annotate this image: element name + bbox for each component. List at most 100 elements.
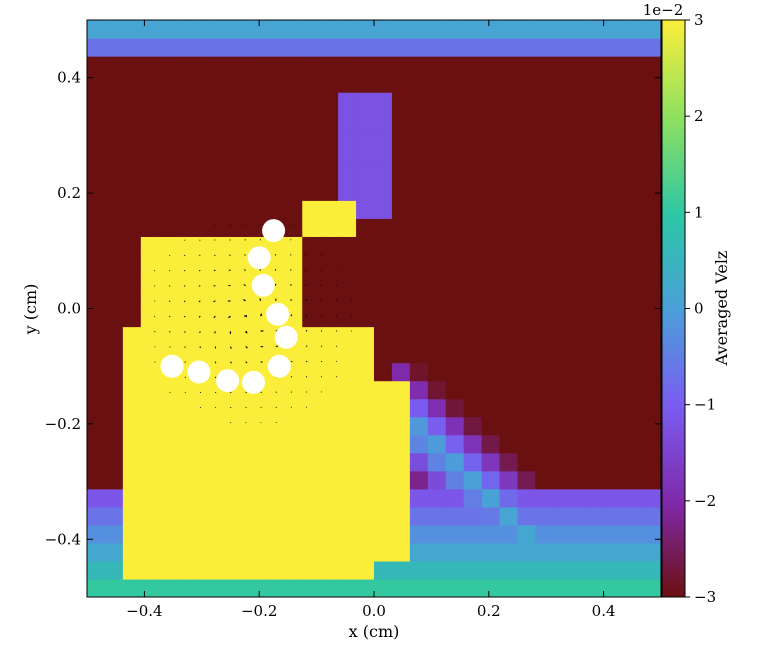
heatmap-cell [625, 452, 644, 472]
heatmap-cell [212, 506, 232, 526]
heatmap-cell [356, 380, 375, 400]
heatmap-cell [589, 416, 608, 436]
heatmap-cell [158, 524, 178, 544]
heatmap-cell [212, 92, 232, 111]
heatmap-cell [391, 146, 411, 165]
heatmap-cell [87, 146, 106, 165]
heatmap-cell [176, 200, 196, 219]
heatmap-cell [356, 506, 375, 526]
heatmap-cell [302, 362, 321, 382]
heatmap-cell [266, 92, 285, 111]
heatmap-cell [374, 38, 393, 57]
heatmap-cell [607, 452, 626, 472]
heatmap-cell [463, 434, 483, 454]
heatmap-cell [104, 146, 124, 165]
heatmap-cell [104, 452, 124, 472]
heatmap-cell [320, 128, 339, 147]
heatmap-cell [553, 200, 572, 219]
heatmap-cell [517, 398, 537, 418]
heatmap-cell [302, 254, 321, 274]
heatmap-cell [266, 182, 285, 201]
heatmap-cell [338, 398, 357, 418]
heatmap-cell [140, 434, 160, 454]
heatmap-cell [499, 524, 519, 544]
heatmap-cell [212, 308, 232, 328]
quiver-arrow [244, 239, 246, 241]
heatmap-cell [607, 272, 626, 292]
heatmap-cell [427, 380, 447, 400]
heatmap-cell [589, 452, 608, 472]
heatmap-cell [104, 200, 124, 219]
heatmap-cell [230, 326, 250, 346]
y-tick-label: 0.4 [57, 69, 81, 87]
quiver-arrow-head [243, 299, 246, 302]
heatmap-cell [553, 92, 572, 111]
heatmap-cell [571, 578, 590, 597]
heatmap-cell [140, 74, 160, 93]
heatmap-cell [176, 308, 196, 328]
heatmap-cell [607, 20, 626, 39]
heatmap-cell [427, 578, 447, 597]
heatmap-cell [481, 578, 501, 597]
heatmap-cell [158, 74, 178, 93]
heatmap-cell [553, 452, 572, 472]
heatmap-cell [158, 218, 178, 237]
heatmap-cell [463, 362, 483, 382]
heatmap-cell [320, 218, 339, 237]
heatmap-cell [499, 92, 519, 111]
heatmap-cell [338, 236, 357, 256]
heatmap-cell [356, 326, 375, 346]
heatmap-cell [589, 128, 608, 147]
heatmap-cell [607, 164, 626, 183]
x-tick-label: 0.4 [592, 602, 616, 620]
quiver-arrow-head [230, 347, 232, 349]
quiver-arrow [184, 331, 186, 333]
heatmap-cell [535, 200, 554, 219]
heatmap-cell [625, 164, 644, 183]
heatmap-cell [374, 254, 393, 274]
quiver-arrow [183, 300, 186, 303]
heatmap-cell [499, 56, 519, 75]
heatmap-cell [194, 128, 214, 147]
x-axis-label: x (cm) [349, 622, 400, 641]
heatmap-cell [571, 236, 590, 256]
heatmap-cell [338, 578, 357, 597]
heatmap-cell [266, 452, 285, 472]
heatmap-cell [230, 56, 250, 75]
heatmap-cell [338, 326, 357, 346]
heatmap-cell [445, 146, 465, 165]
heatmap-cell [230, 290, 250, 310]
heatmap-cell [104, 38, 124, 57]
quiver-arrow-head [261, 361, 263, 363]
heatmap-cell [284, 38, 303, 57]
heatmap-cell [643, 128, 661, 147]
heatmap-cell [230, 38, 250, 57]
heatmap-cell [284, 398, 303, 418]
heatmap-cell [248, 416, 267, 436]
heatmap-cell [302, 380, 321, 400]
heatmap-cell [625, 506, 644, 526]
quiver-arrow [230, 422, 232, 424]
heatmap-cell [176, 560, 196, 580]
heatmap-cell [481, 272, 501, 292]
quiver-arrow-head [259, 298, 262, 301]
heatmap-cell [553, 326, 572, 346]
heatmap-cell [607, 290, 626, 310]
heatmap-cell [158, 146, 178, 165]
heatmap-cell [176, 326, 196, 346]
heatmap-cell [248, 560, 267, 580]
heatmap-cell [499, 200, 519, 219]
heatmap-cell [302, 38, 321, 57]
heatmap-cell [230, 110, 250, 129]
heatmap-cell [571, 542, 590, 562]
quiver-arrow-head [259, 313, 262, 316]
heatmap-cell [230, 542, 250, 562]
heatmap-cell [338, 290, 357, 310]
heatmap-cell [320, 542, 339, 562]
heatmap-cell [266, 434, 285, 454]
heatmap-cell [445, 200, 465, 219]
heatmap-cell [302, 290, 321, 310]
heatmap-cell [625, 182, 644, 201]
heatmap-cell [87, 398, 106, 418]
heatmap-cell [499, 560, 519, 580]
